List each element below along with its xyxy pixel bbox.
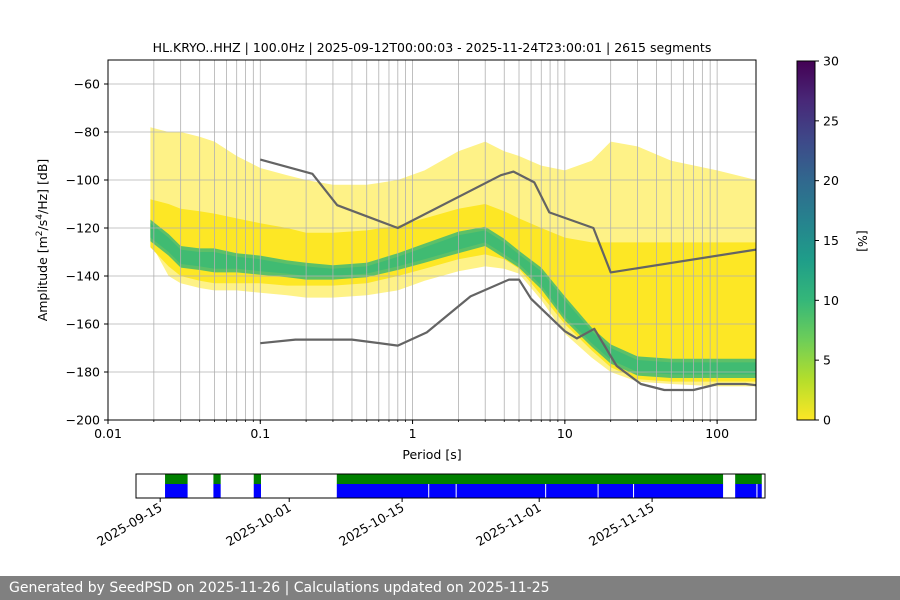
colorbar-ticks: 0 5 10 15 20 25 30	[815, 54, 839, 428]
x-axis-label: Period [s]	[402, 447, 461, 462]
y-tick-label: −180	[66, 365, 100, 380]
y-tick-label: −100	[66, 173, 100, 188]
timeline-coverage-segment	[165, 474, 188, 484]
colorbar-tick-label: 25	[823, 113, 839, 128]
footer-generated-note: Generated by SeedPSD on 2025-11-26 | Cal…	[0, 576, 900, 600]
availability-timeline: 2025-09-15 2025-10-01 2025-10-15 2025-11-01…	[94, 473, 766, 549]
timeline-coverage-segment	[213, 474, 221, 484]
plot-frame	[107, 59, 757, 421]
colorbar: 0 5 10 15 20 25 30 [%]	[796, 54, 870, 428]
y-tick-label: −120	[66, 221, 100, 236]
timeline-tick-label: 2025-11-15	[586, 500, 656, 549]
chart-title: HL.KRYO..HHZ | 100.0Hz | 2025-09-12T00:0…	[153, 40, 712, 55]
colorbar-label: [%]	[855, 230, 870, 252]
y-tick-label: −60	[74, 77, 100, 92]
y-tick-label: −160	[66, 317, 100, 332]
y-tick-label: −80	[74, 125, 100, 140]
psd-density-heatmap	[150, 127, 756, 387]
timeline-segments	[165, 474, 762, 498]
psd-density-low	[150, 199, 756, 382]
x-tick-label: 0.1	[250, 426, 270, 441]
noise-model-curves	[260, 158, 756, 392]
colorbar-tick-label: 0	[823, 413, 831, 428]
timeline-tick-label: 2025-09-15	[94, 500, 164, 549]
timeline-tick-label: 2025-10-01	[223, 500, 293, 549]
y-tick-label: −140	[66, 269, 100, 284]
timeline-tick-label: 2025-10-15	[336, 500, 406, 549]
timeline-frame	[135, 473, 766, 499]
y-axis-label: Amplitude [m2/s4/Hz] [dB]	[35, 159, 50, 322]
period-gridlines	[108, 60, 756, 420]
high-noise-model-line	[260, 158, 756, 274]
timeline-date-axis: 2025-09-15 2025-10-01 2025-10-15 2025-11-01…	[94, 498, 657, 549]
psd-plot-area	[107, 59, 757, 421]
colorbar-tick-label: 30	[823, 54, 839, 69]
timeline-coverage-segment	[253, 474, 261, 484]
y-axis: −200 −180 −160 −140 −120 −100 −80 −60	[66, 77, 108, 428]
colorbar-tick-label: 5	[823, 353, 831, 368]
low-noise-model-line	[260, 278, 756, 392]
psd-density-peak	[150, 219, 756, 378]
timeline-data-segment	[165, 484, 188, 498]
timeline-coverage-segment	[336, 474, 724, 484]
x-tick-label: 100	[705, 426, 729, 441]
x-tick-label: 0.01	[94, 426, 122, 441]
timeline-data-segment	[735, 484, 762, 498]
y-tick-label: −200	[66, 413, 100, 428]
timeline-data-segment	[253, 484, 261, 498]
x-tick-label: 10	[557, 426, 573, 441]
x-axis: 0.01 0.1 1 10 100	[94, 420, 729, 441]
x-tick-label: 1	[409, 426, 417, 441]
colorbar-tick-label: 15	[823, 233, 839, 248]
colorbar-gradient	[796, 60, 816, 421]
timeline-coverage-segment	[735, 474, 762, 484]
timeline-data-segment	[336, 484, 724, 498]
timeline-tick-label: 2025-11-01	[473, 500, 543, 549]
colorbar-tick-label: 10	[823, 293, 839, 308]
colorbar-tick-label: 20	[823, 173, 839, 188]
timeline-data-segment	[213, 484, 221, 498]
